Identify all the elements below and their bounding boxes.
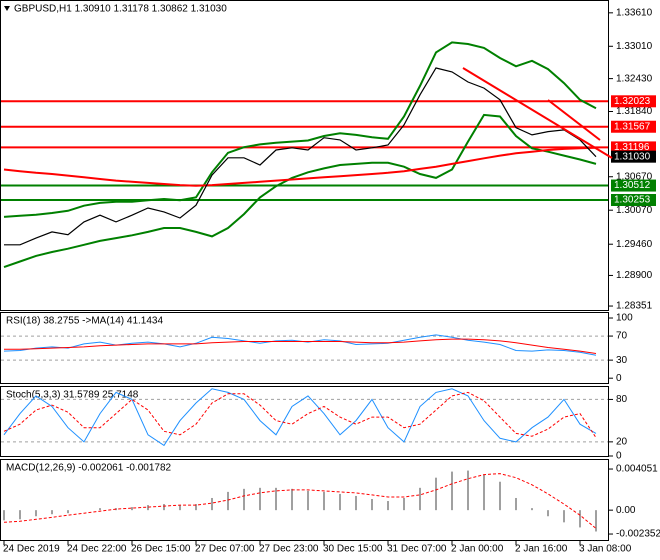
series-line	[4, 67, 597, 246]
x-tick-label: 30 Dec 15:00	[323, 544, 383, 555]
series-line	[3, 388, 597, 447]
y-tick-label: 80	[616, 394, 628, 405]
y-tick-label: 100	[616, 313, 633, 324]
x-tick-label: 24 Dec 22:00	[67, 544, 127, 555]
y-tick-label: 1.33610	[616, 7, 653, 18]
y-tick-label: -0.002352	[616, 529, 660, 540]
last-price-box	[611, 150, 656, 163]
panel-title: Stoch(5,3,3) 31.5789 25.7148	[6, 390, 139, 401]
y-tick-label: 0.004051	[616, 464, 658, 475]
macd-panel	[0, 459, 609, 541]
y-tick-label: 0	[616, 451, 622, 462]
panel-title: GBPUSD,H1 1.30910 1.31178 1.30862 1.3103…	[14, 4, 227, 15]
panel-title: RSI(18) 38.2755 ->MA(14) 41.1434	[6, 316, 163, 327]
x-tick-label: 24 Dec 2019	[3, 544, 60, 555]
x-tick-label: 27 Dec 07:00	[195, 544, 255, 555]
price-level-label: 1.30253	[614, 195, 651, 206]
y-tick-label: 1.28900	[616, 270, 653, 281]
y-tick-label: 0.00	[616, 505, 636, 516]
y-tick-label: 1.33010	[616, 41, 653, 52]
series-line	[3, 41, 597, 218]
x-tick-label: 2 Jan 16:00	[515, 544, 568, 555]
menu-icon	[4, 6, 10, 11]
y-tick-label: 20	[616, 436, 628, 447]
price-level-box	[611, 120, 656, 133]
y-tick-label: 30	[616, 355, 628, 366]
x-tick-label: 31 Dec 07:00	[387, 544, 447, 555]
series-line	[3, 146, 597, 187]
price-level-box	[611, 193, 656, 206]
price-level-label: 1.31567	[614, 121, 651, 132]
rsi-panel	[0, 312, 609, 384]
x-tick-label: 3 Jan 08:00	[579, 544, 632, 555]
series-line	[3, 113, 597, 269]
price-level-box	[611, 95, 656, 108]
y-tick-label: 1.30670	[616, 171, 653, 182]
y-tick-label: 1.32430	[616, 73, 653, 84]
x-tick-label: 2 Jan 00:00	[451, 544, 504, 555]
price-level-box	[611, 141, 656, 154]
plot-layer: GBPUSD,H1 1.30910 1.31178 1.30862 1.3103…	[1, 4, 660, 555]
y-tick-label: 0	[616, 373, 622, 384]
x-tick-label: 26 Dec 15:00	[131, 544, 191, 555]
last-price-label: 1.31030	[614, 151, 651, 162]
y-tick-label: 1.31840	[616, 106, 653, 117]
y-tick-label: 1.28351	[616, 301, 653, 312]
price-level-label: 1.31196	[614, 142, 650, 153]
price-level-box	[611, 179, 656, 192]
y-tick-label: 1.30070	[616, 205, 653, 216]
price-level-label: 1.30512	[614, 180, 651, 191]
trend-line	[547, 99, 601, 141]
y-tick-label: 70	[616, 331, 628, 342]
y-tick-label: 1.29460	[616, 239, 653, 250]
x-tick-label: 27 Dec 23:00	[259, 544, 319, 555]
price-level-label: 1.32023	[614, 96, 651, 107]
series-line	[4, 338, 597, 354]
trend-line	[462, 67, 613, 159]
main-panel	[0, 0, 609, 311]
panel-title: MACD(12,26,9) -0.002061 -0.001782	[6, 463, 172, 474]
